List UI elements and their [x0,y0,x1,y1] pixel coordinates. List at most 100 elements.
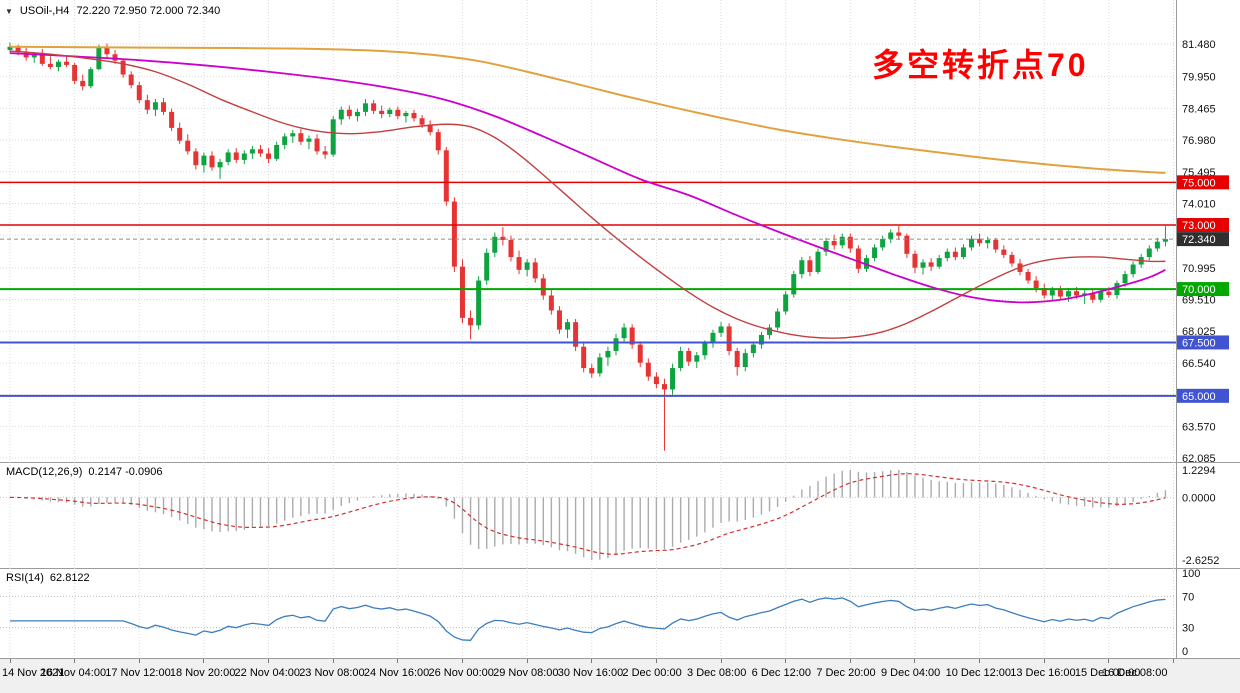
time-tick-label: 29 Nov 08:00 [493,667,559,679]
macd-canvas[interactable]: 1.2294 0.0000 -2.6252 [0,462,1240,568]
time-axis[interactable]: 14 Nov 2021 16 Nov 04:00 17 Nov 12:00 18 No… [0,658,1240,693]
candlestick-series [7,42,1168,451]
time-tick-mark [461,659,463,663]
time-tick-label: 26 Nov 00:00 [428,667,494,679]
current-price-badge [1177,232,1229,247]
time-tick-label: 22 Nov 04:00 [234,667,300,679]
svg-text:78.465: 78.465 [1182,103,1216,115]
macd-signal-line [9,473,1166,555]
chart-header: ▼ USOil-,H4 72.220 72.950 72.000 72.340 [5,5,220,17]
main-chart-panel: 81.480 79.950 78.465 76.980 75.495 74.010 70.9… [0,0,1240,462]
time-tick-label: 7 Dec 20:00 [816,667,876,679]
svg-text:30: 30 [1182,623,1194,635]
horizontal-gridlines [0,43,1176,459]
rsi-values: 62.8122 [49,572,90,584]
time-tick-label: 16 Dec 08:00 [1102,667,1168,679]
svg-text:-2.6252: -2.6252 [1182,555,1219,567]
svg-text:69.510: 69.510 [1182,295,1216,307]
time-tick-label: 24 Nov 16:00 [363,667,430,679]
rsi-canvas[interactable]: 100 70 30 0 [0,568,1240,658]
time-tick-label: 16 Nov 04:00 [40,667,107,679]
level-price-badge [1177,282,1229,297]
svg-text:0: 0 [1182,646,1188,658]
level-price-badge [1177,218,1229,233]
macd-histogram [17,470,1167,560]
time-tick-mark [268,659,270,663]
ma-slow-orange [9,45,1166,174]
time-tick-mark [849,659,851,663]
symbol-period-label: USOil-,H4 [19,5,70,17]
time-tick-mark [1173,659,1175,663]
time-tick-mark [9,659,11,663]
rsi-name: RSI(14) [6,572,44,584]
time-tick-mark [720,659,722,663]
macd-name: MACD(12,26,9) [6,466,83,478]
svg-text:62.085: 62.085 [1182,453,1216,462]
level-price-badge [1177,175,1229,190]
time-tick-mark [203,659,205,663]
horizontal-level-lines [0,181,1176,397]
price-axis[interactable]: 81.48079.95078.46576.98075.49574.01070.9… [1177,39,1229,462]
time-tick-label: 17 Nov 12:00 [105,667,171,679]
svg-text:70: 70 [1182,591,1194,603]
time-tick-label: 2 Dec 00:00 [622,667,682,679]
time-tick-label: 3 Dec 08:00 [687,667,747,679]
time-tick-label: 15 Dec 00:00 [1074,667,1141,679]
macd-values: 0.2147 -0.0906 [88,466,163,478]
time-tick-mark [1043,659,1045,663]
macd-axis[interactable]: 1.2294 0.0000 -2.6252 [1182,465,1219,567]
rsi-axis[interactable]: 100 70 30 0 [1182,568,1200,658]
time-tick-mark [655,659,657,663]
time-tick-mark [591,659,593,663]
svg-text:63.570: 63.570 [1182,421,1216,433]
time-tick-mark [979,659,981,663]
svg-text:65.000: 65.000 [1182,391,1216,403]
time-tick-label: 14 Nov 2021 [2,667,65,679]
time-tick-label: 6 Dec 12:00 [751,667,811,679]
chart-annotation-text: 多空转折点70 [872,47,1089,83]
time-tick-mark [397,659,399,663]
svg-text:100: 100 [1182,568,1200,580]
svg-text:70.000: 70.000 [1182,284,1216,296]
time-tick-mark [526,659,528,663]
svg-text:0.0000: 0.0000 [1182,492,1216,504]
time-tick-label: 30 Nov 16:00 [557,667,624,679]
time-tick-label: 13 Dec 16:00 [1010,667,1076,679]
svg-text:81.480: 81.480 [1182,39,1216,51]
svg-text:70.995: 70.995 [1182,263,1216,275]
time-tick-label: 23 Nov 08:00 [299,667,365,679]
svg-text:79.950: 79.950 [1182,72,1216,84]
macd-panel: 1.2294 0.0000 -2.6252 MACD(12,26,9) 0.2147 … [0,462,1240,568]
svg-text:72.340: 72.340 [1182,234,1216,246]
rsi-line [10,597,1166,641]
vertical-gridlines [9,568,1175,658]
vertical-gridlines [9,0,1175,462]
time-tick-label: 18 Nov 20:00 [169,667,236,679]
time-tick-mark [138,659,140,663]
rsi-panel: 100 70 30 0 RSI(14) 62.8122 [0,568,1240,658]
collapse-triangle-icon[interactable]: ▼ [5,6,13,16]
level-price-badge [1177,388,1229,403]
ohlc-readout: 72.220 72.950 72.000 72.340 [76,5,221,17]
svg-text:74.010: 74.010 [1182,198,1216,210]
time-tick-mark [1108,659,1110,663]
svg-text:75.000: 75.000 [1182,177,1216,189]
svg-text:76.980: 76.980 [1182,135,1216,147]
time-tick-mark [74,659,76,663]
time-tick-label: 9 Dec 04:00 [880,667,941,679]
time-tick-mark [914,659,916,663]
svg-text:66.540: 66.540 [1182,358,1216,370]
time-tick-mark [785,659,787,663]
macd-label: MACD(12,26,9) 0.2147 -0.0906 [6,466,168,478]
main-chart-canvas[interactable]: 81.48079.95078.46576.98075.49574.01070.9… [0,0,1240,462]
time-tick-label: 10 Dec 12:00 [945,667,1012,679]
rsi-label: RSI(14) 62.8122 [6,572,96,584]
svg-text:1.2294: 1.2294 [1182,465,1216,477]
svg-text:73.000: 73.000 [1182,220,1216,232]
level-price-badge [1177,335,1229,350]
svg-text:67.500: 67.500 [1182,337,1216,349]
time-tick-mark [332,659,334,663]
ma-fast-red [9,50,1166,339]
svg-text:68.025: 68.025 [1182,326,1216,338]
ma-medium-magenta [9,52,1166,304]
